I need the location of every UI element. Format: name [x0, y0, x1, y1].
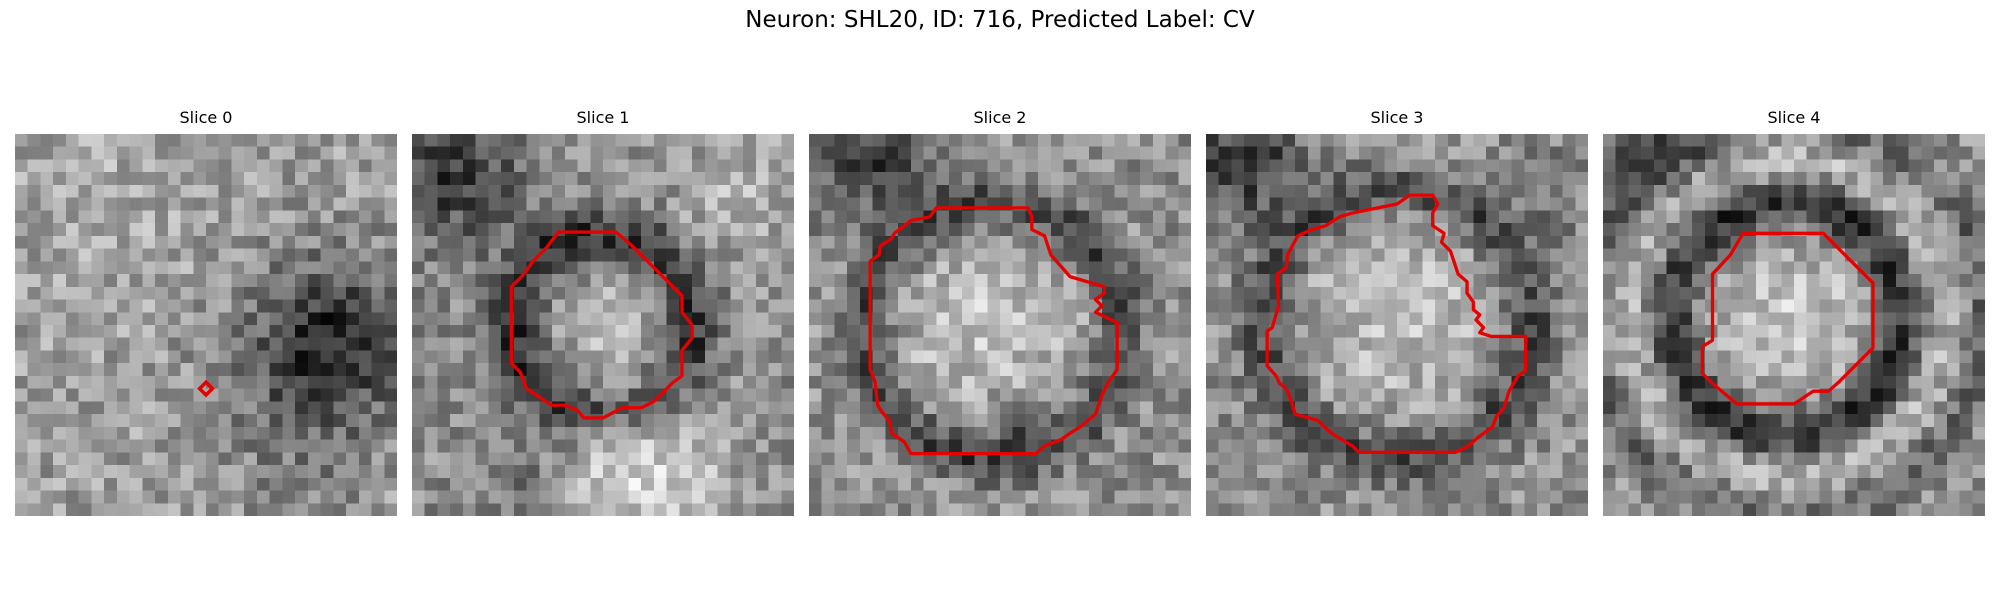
soma-contour-0 [197, 379, 215, 398]
slice-image-1 [412, 134, 794, 516]
pixel-grid-0 [15, 134, 397, 516]
slice-panel-2: Slice 2 [809, 106, 1191, 516]
slice-image-0 [15, 134, 397, 516]
soma-contour-1 [509, 230, 694, 420]
slice-title-1: Slice 1 [576, 108, 630, 127]
slice-image-4 [1603, 134, 1985, 516]
soma-contour-2 [868, 206, 1119, 456]
pixel-grid-4 [1603, 134, 1985, 516]
figure-title: Neuron: SHL20, ID: 716, Predicted Label:… [745, 7, 1255, 33]
slice-panel-0: Slice 0 [15, 106, 397, 516]
slice-panel-1: Slice 1 [412, 106, 794, 516]
slice-title-2: Slice 2 [973, 108, 1027, 127]
soma-contour-4 [1700, 231, 1875, 406]
slice-image-2 [809, 134, 1191, 516]
slice-panel-4: Slice 4 [1603, 106, 1985, 516]
pixel-grid-3 [1206, 134, 1588, 516]
slice-panel-3: Slice 3 [1206, 106, 1588, 516]
pixel-grid-1 [412, 134, 794, 516]
slice-image-3 [1206, 134, 1588, 516]
slice-title-3: Slice 3 [1370, 108, 1424, 127]
slice-title-4: Slice 4 [1767, 108, 1821, 127]
slice-title-0: Slice 0 [179, 108, 233, 127]
pixel-grid-2 [809, 134, 1191, 516]
soma-contour-3 [1265, 193, 1528, 454]
